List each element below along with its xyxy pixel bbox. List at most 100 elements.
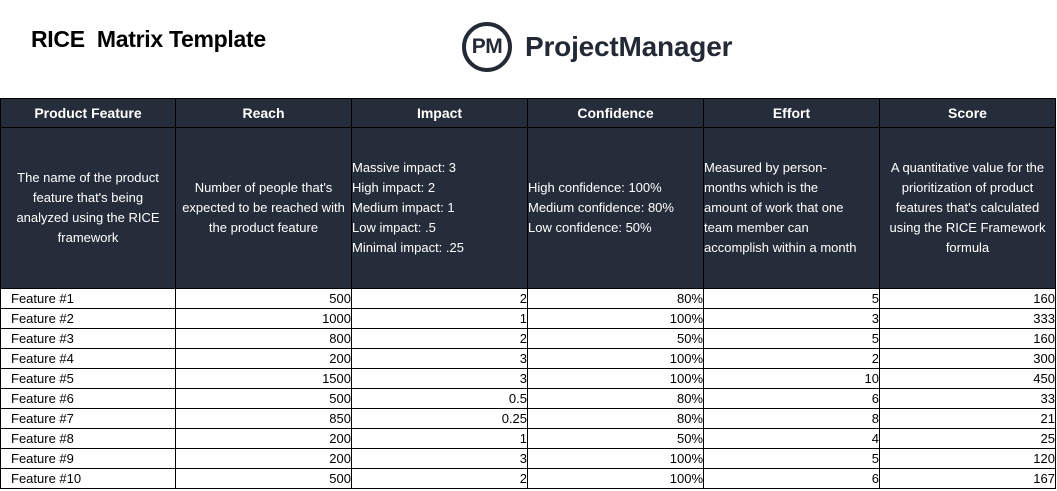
desc-effort: Measured by person- months which is the …: [703, 127, 880, 289]
header-confidence: Confidence: [527, 98, 704, 128]
impact-scale-item: Low impact: .5: [352, 220, 436, 235]
confidence-value-cell[interactable]: 100%: [527, 348, 704, 369]
feature-name-cell[interactable]: Feature #9: [0, 448, 176, 469]
confidence-value-cell[interactable]: 80%: [527, 408, 704, 429]
feature-name-cell[interactable]: Feature #2: [0, 308, 176, 329]
effort-value-cell[interactable]: 5: [703, 328, 880, 349]
brand-logo: PM ProjectManager: [462, 20, 732, 74]
reach-value-cell[interactable]: 850: [175, 408, 352, 429]
feature-name-cell[interactable]: Feature #6: [0, 388, 176, 409]
confidence-scale-item: Medium confidence: 80%: [528, 200, 674, 215]
confidence-scale-item: Low confidence: 50%: [528, 220, 652, 235]
score-value-cell[interactable]: 333: [879, 308, 1056, 329]
confidence-value-cell[interactable]: 80%: [527, 388, 704, 409]
impact-value-cell[interactable]: 3: [351, 348, 528, 369]
reach-value-cell[interactable]: 500: [175, 468, 352, 489]
confidence-value-cell[interactable]: 50%: [527, 428, 704, 449]
confidence-value-cell[interactable]: 100%: [527, 308, 704, 329]
feature-name-cell[interactable]: Feature #10: [0, 468, 176, 489]
score-value-cell[interactable]: 160: [879, 288, 1056, 309]
effort-value-cell[interactable]: 5: [703, 288, 880, 309]
table-row: Feature #2 1000 1 100% 3 333: [0, 308, 1056, 329]
impact-scale-item: High impact: 2: [352, 180, 436, 195]
confidence-value-cell[interactable]: 100%: [527, 368, 704, 389]
reach-value-cell[interactable]: 200: [175, 428, 352, 449]
effort-value-cell[interactable]: 10: [703, 368, 880, 389]
confidence-scale-item: High confidence: 100%: [528, 180, 662, 195]
confidence-value-cell[interactable]: 50%: [527, 328, 704, 349]
effort-value-cell[interactable]: 6: [703, 388, 880, 409]
impact-value-cell[interactable]: 0.5: [351, 388, 528, 409]
effort-desc-line: accomplish within a month: [704, 240, 857, 255]
table-row: Feature #9 200 3 100% 5 120: [0, 448, 1056, 469]
effort-desc-line: amount of work that one: [704, 200, 844, 215]
score-value-cell[interactable]: 33: [879, 388, 1056, 409]
table-row: Feature #4 200 3 100% 2 300: [0, 348, 1056, 369]
table-row: Feature #6 500 0.5 80% 6 33: [0, 388, 1056, 409]
feature-name-cell[interactable]: Feature #5: [0, 368, 176, 389]
score-value-cell[interactable]: 25: [879, 428, 1056, 449]
table-row: Feature #3 800 2 50% 5 160: [0, 328, 1056, 349]
effort-desc-line: Measured by person-: [704, 160, 827, 175]
effort-value-cell[interactable]: 4: [703, 428, 880, 449]
effort-value-cell[interactable]: 5: [703, 448, 880, 469]
score-value-cell[interactable]: 120: [879, 448, 1056, 469]
reach-value-cell[interactable]: 1000: [175, 308, 352, 329]
brand-name: ProjectManager: [525, 31, 733, 62]
feature-name-cell[interactable]: Feature #7: [0, 408, 176, 429]
score-value-cell[interactable]: 160: [879, 328, 1056, 349]
rice-matrix-table: Product Feature Reach Impact Confidence …: [0, 98, 1056, 489]
impact-value-cell[interactable]: 0.25: [351, 408, 528, 429]
feature-name-cell[interactable]: Feature #8: [0, 428, 176, 449]
reach-value-cell[interactable]: 800: [175, 328, 352, 349]
reach-value-cell[interactable]: 500: [175, 388, 352, 409]
desc-reach: Number of people that's expected to be r…: [175, 127, 352, 289]
confidence-value-cell[interactable]: 80%: [527, 288, 704, 309]
effort-value-cell[interactable]: 3: [703, 308, 880, 329]
effort-value-cell[interactable]: 6: [703, 468, 880, 489]
feature-name-cell[interactable]: Feature #4: [0, 348, 176, 369]
feature-name-cell[interactable]: Feature #3: [0, 328, 176, 349]
impact-value-cell[interactable]: 1: [351, 428, 528, 449]
table-row: Feature #1 500 2 80% 5 160: [0, 288, 1056, 309]
confidence-value-cell[interactable]: 100%: [527, 448, 704, 469]
reach-value-cell[interactable]: 1500: [175, 368, 352, 389]
desc-confidence: High confidence: 100% Medium confidence:…: [527, 127, 704, 289]
table-row: Feature #5 1500 3 100% 10 450: [0, 368, 1056, 389]
impact-value-cell[interactable]: 3: [351, 368, 528, 389]
score-value-cell[interactable]: 167: [879, 468, 1056, 489]
impact-value-cell[interactable]: 3: [351, 448, 528, 469]
impact-scale-item: Minimal impact: .25: [352, 240, 464, 255]
impact-value-cell[interactable]: 2: [351, 468, 528, 489]
header-row: Product Feature Reach Impact Confidence …: [0, 98, 1056, 128]
impact-value-cell[interactable]: 2: [351, 288, 528, 309]
header-score: Score: [879, 98, 1056, 128]
impact-scale-item: Medium impact: 1: [352, 200, 455, 215]
effort-value-cell[interactable]: 8: [703, 408, 880, 429]
description-row: The name of the product feature that's b…: [0, 127, 1056, 289]
effort-desc-line: team member can: [704, 220, 809, 235]
feature-name-cell[interactable]: Feature #1: [0, 288, 176, 309]
impact-scale-item: Massive impact: 3: [352, 160, 457, 175]
score-value-cell[interactable]: 450: [879, 368, 1056, 389]
effort-value-cell[interactable]: 2: [703, 348, 880, 369]
reach-value-cell[interactable]: 500: [175, 288, 352, 309]
header-impact: Impact: [351, 98, 528, 128]
reach-value-cell[interactable]: 200: [175, 448, 352, 469]
table-row: Feature #7 850 0.25 80% 8 21: [0, 408, 1056, 429]
desc-score: A quantitative value for the prioritizat…: [879, 127, 1056, 289]
score-value-cell[interactable]: 21: [879, 408, 1056, 429]
confidence-value-cell[interactable]: 100%: [527, 468, 704, 489]
header-product-feature: Product Feature: [0, 98, 176, 128]
data-rows: Feature #1 500 2 80% 5 160 Feature #2 1000 1 100%…: [0, 288, 1056, 489]
pm-logo-icon: PM: [462, 22, 512, 72]
page-title: RICE Matrix Template: [31, 26, 266, 52]
table-row: Feature #10 500 2 100% 6 167: [0, 468, 1056, 489]
header-effort: Effort: [703, 98, 880, 128]
impact-value-cell[interactable]: 2: [351, 328, 528, 349]
reach-value-cell[interactable]: 200: [175, 348, 352, 369]
impact-value-cell[interactable]: 1: [351, 308, 528, 329]
desc-impact: Massive impact: 3 High impact: 2 Medium …: [351, 127, 528, 289]
effort-desc-line: months which is the: [704, 180, 819, 195]
score-value-cell[interactable]: 300: [879, 348, 1056, 369]
